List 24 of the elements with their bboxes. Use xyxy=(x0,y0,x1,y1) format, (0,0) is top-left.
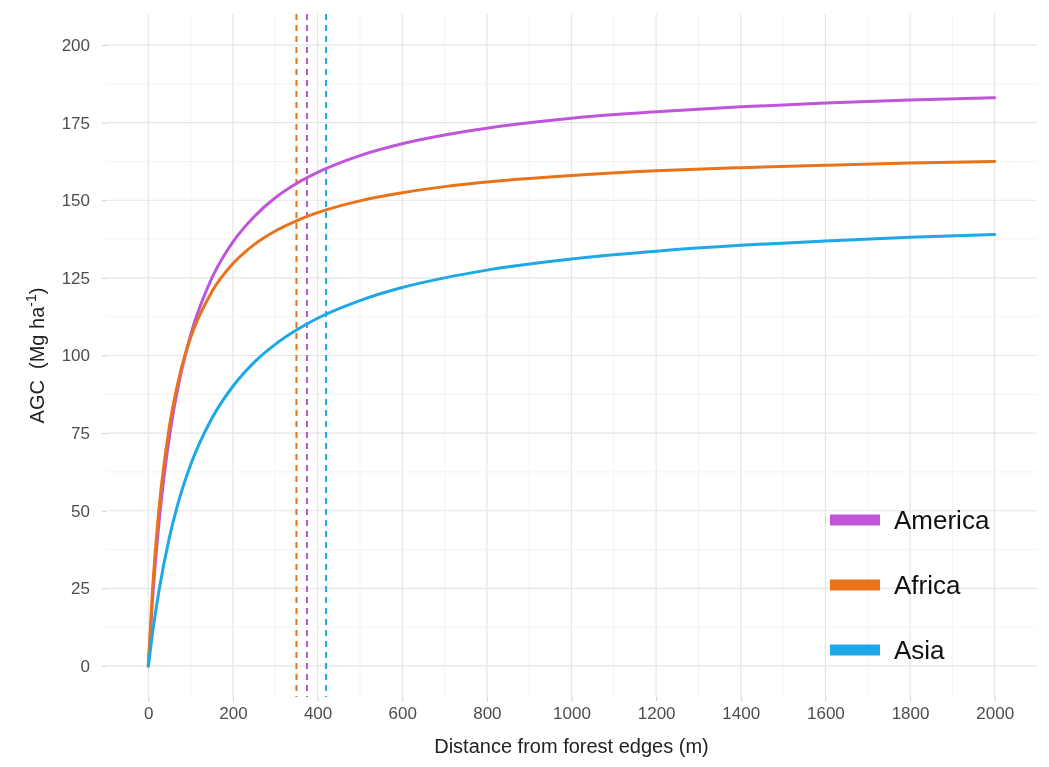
x-axis-title: Distance from forest edges (m) xyxy=(434,735,709,757)
y-tick-label: 25 xyxy=(71,579,90,599)
y-tick-label: 175 xyxy=(61,113,90,133)
y-tick-label: 0 xyxy=(80,656,90,676)
y-tick-label: 200 xyxy=(61,35,90,55)
y-tick-label: 150 xyxy=(61,191,90,211)
y-tick-label: 50 xyxy=(71,501,90,521)
legend-label: Asia xyxy=(894,635,946,665)
legend-label: Africa xyxy=(894,570,961,600)
y-tick-label: 125 xyxy=(61,268,90,288)
x-tick-label: 1200 xyxy=(637,704,676,724)
x-tick-label: 400 xyxy=(303,704,333,724)
x-tick-label: 0 xyxy=(144,704,154,724)
x-tick-label: 600 xyxy=(388,704,417,724)
x-tick-label: 1000 xyxy=(553,704,591,724)
x-tick-label: 800 xyxy=(473,704,502,724)
x-tick-label: 200 xyxy=(219,704,248,724)
y-tick-label: 100 xyxy=(61,346,90,366)
x-tick-label: 2000 xyxy=(976,704,1015,724)
x-tick-label: 1800 xyxy=(891,704,930,724)
y-tick-label: 75 xyxy=(71,424,90,444)
x-tick-label: 1400 xyxy=(722,704,761,724)
x-tick-label: 1600 xyxy=(807,704,845,724)
legend-label: America xyxy=(894,505,990,535)
